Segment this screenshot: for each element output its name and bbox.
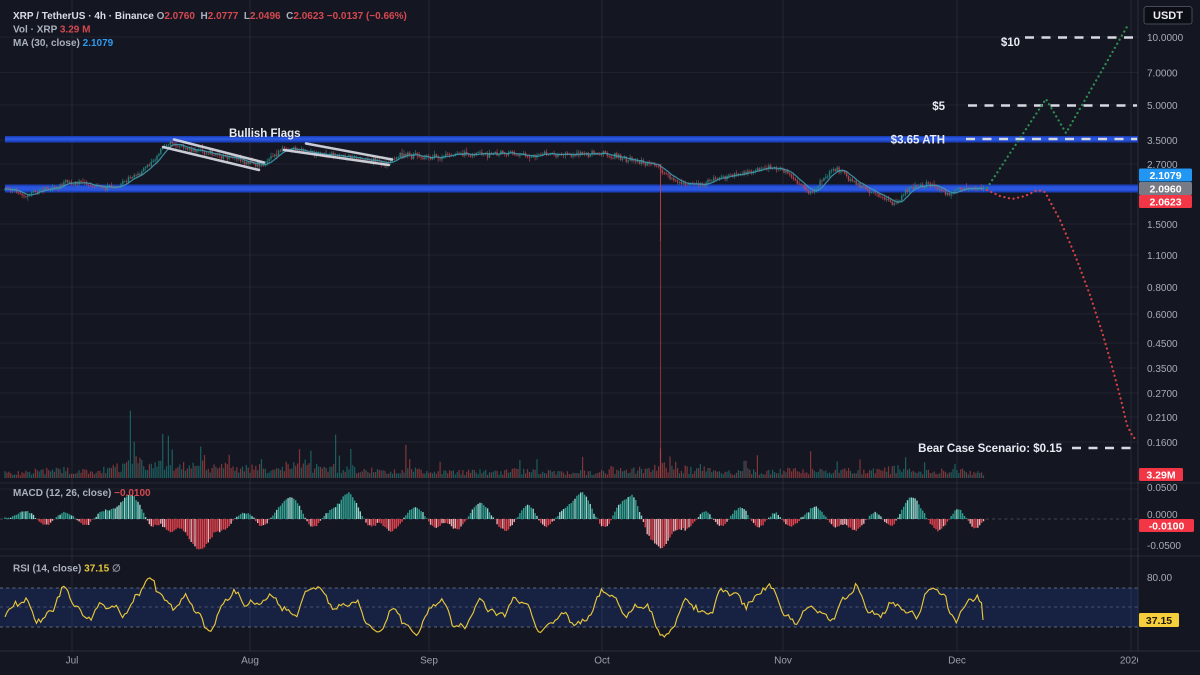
svg-text:$3.65 ATH: $3.65 ATH [891,135,945,147]
svg-text:$10: $10 [1001,37,1020,49]
svg-text:2026: 2026 [1120,656,1143,667]
svg-text:0.6000: 0.6000 [1147,310,1178,321]
svg-text:3.29M: 3.29M [1146,469,1175,481]
svg-text:0.0500: 0.0500 [1147,483,1178,494]
svg-text:0.4500: 0.4500 [1147,339,1178,350]
svg-text:$5: $5 [932,101,945,113]
svg-text:0.1600: 0.1600 [1147,438,1178,449]
svg-text:2.7000: 2.7000 [1147,160,1178,171]
svg-text:Dec: Dec [948,656,966,667]
svg-text:3.5000: 3.5000 [1147,136,1178,147]
svg-text:Oct: Oct [594,656,610,667]
svg-text:5.0000: 5.0000 [1147,101,1178,112]
svg-text:XRP / TetherUS · 4h · Binance: XRP / TetherUS · 4h · Binance O2.0760 H2… [13,11,407,22]
svg-text:7.0000: 7.0000 [1147,69,1178,80]
svg-text:Aug: Aug [241,656,259,667]
svg-text:1.1000: 1.1000 [1147,251,1178,262]
svg-text:0.8000: 0.8000 [1147,283,1178,294]
svg-text:0.0000: 0.0000 [1147,510,1178,521]
svg-text:1.5000: 1.5000 [1147,220,1178,231]
svg-text:USDT: USDT [1153,10,1183,22]
svg-text:Jul: Jul [66,656,79,667]
svg-text:0.2100: 0.2100 [1147,413,1178,424]
svg-text:0.3500: 0.3500 [1147,364,1178,375]
svg-text:Sep: Sep [420,656,438,667]
svg-text:2.1079: 2.1079 [1149,170,1181,182]
svg-text:Bear Case Scenario: $0.15: Bear Case Scenario: $0.15 [918,443,1062,455]
svg-text:-0.0100: -0.0100 [1149,520,1185,532]
svg-text:0.2700: 0.2700 [1147,389,1178,400]
svg-text:2.0623: 2.0623 [1149,196,1181,208]
svg-text:2.0960: 2.0960 [1149,183,1181,195]
svg-text:RSI (14, close) 37.15 ∅: RSI (14, close) 37.15 ∅ [13,564,121,575]
svg-text:Bullish Flags: Bullish Flags [229,128,301,140]
svg-text:Vol · XRP 3.29 M: Vol · XRP 3.29 M [13,25,90,36]
svg-text:Nov: Nov [774,656,792,667]
svg-text:MA (30, close) 2.1079: MA (30, close) 2.1079 [13,38,114,49]
svg-text:10.0000: 10.0000 [1147,33,1184,44]
svg-text:80.00: 80.00 [1147,573,1172,584]
svg-text:37.15: 37.15 [1146,615,1172,627]
svg-text:MACD (12, 26, close) −0.0100: MACD (12, 26, close) −0.0100 [13,488,151,499]
svg-text:-0.0500: -0.0500 [1147,541,1181,552]
